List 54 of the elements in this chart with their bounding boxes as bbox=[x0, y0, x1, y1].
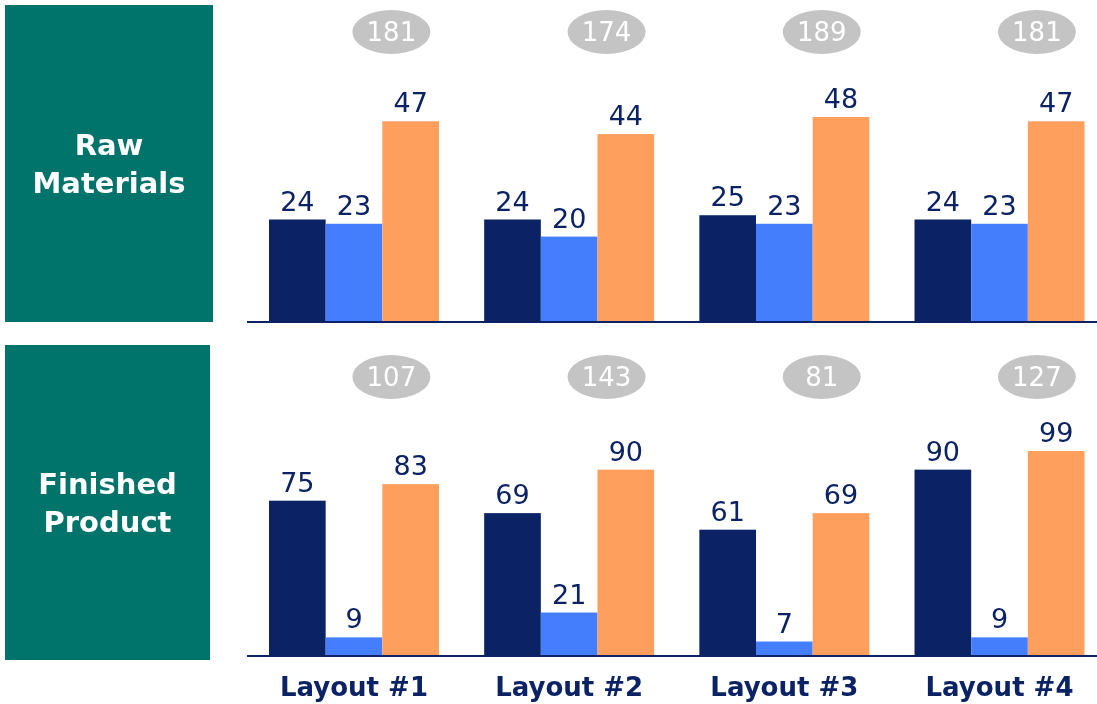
bar bbox=[1027, 121, 1085, 322]
data-label: 83 bbox=[393, 450, 428, 482]
bar bbox=[1027, 451, 1085, 656]
x-tick-label: Layout #2 bbox=[495, 672, 644, 702]
bar bbox=[756, 641, 813, 656]
data-label: 23 bbox=[982, 189, 1017, 221]
data-label: 9 bbox=[345, 603, 363, 635]
data-label: 23 bbox=[767, 189, 802, 221]
data-label: 90 bbox=[608, 435, 644, 467]
bar bbox=[597, 469, 655, 656]
bar bbox=[812, 117, 870, 322]
text: 107 bbox=[366, 362, 417, 392]
text: Raw Materials bbox=[32, 127, 186, 200]
data-label: 25 bbox=[710, 181, 745, 213]
data-label: 90 bbox=[925, 435, 961, 467]
bar bbox=[597, 134, 655, 322]
data-label: 69 bbox=[823, 479, 859, 511]
x-tick-label: Layout #3 bbox=[710, 672, 859, 702]
data-label: 24 bbox=[925, 185, 961, 217]
data-label: 69 bbox=[495, 479, 530, 511]
bar bbox=[540, 236, 598, 322]
data-label: 24 bbox=[495, 185, 530, 217]
bar bbox=[325, 223, 383, 322]
bar bbox=[756, 223, 813, 322]
data-label: 24 bbox=[280, 185, 315, 217]
data-label: 99 bbox=[1038, 417, 1074, 448]
bar bbox=[325, 637, 383, 656]
data-label: 61 bbox=[710, 495, 745, 527]
data-label: 20 bbox=[551, 202, 587, 234]
data-label: 23 bbox=[336, 189, 372, 221]
data-label: 44 bbox=[608, 100, 644, 132]
text: 189 bbox=[796, 17, 847, 47]
x-tick-label: Layout #1 bbox=[279, 672, 428, 702]
data-label: 75 bbox=[280, 466, 315, 498]
data-label: 21 bbox=[551, 578, 587, 610]
x-tick-label: Layout #4 bbox=[925, 672, 1074, 702]
data-label: 47 bbox=[393, 87, 428, 119]
bar bbox=[540, 612, 598, 656]
data-label: 47 bbox=[1038, 87, 1074, 119]
text: 174 bbox=[581, 17, 632, 47]
data-label: 9 bbox=[990, 603, 1009, 635]
bar bbox=[971, 223, 1028, 322]
text: 181 bbox=[1012, 17, 1062, 47]
data-label: 7 bbox=[775, 607, 793, 639]
bar bbox=[382, 484, 439, 656]
bar bbox=[382, 121, 439, 322]
text: 81 bbox=[805, 362, 839, 392]
text: Finished Product bbox=[38, 466, 177, 539]
bar bbox=[812, 513, 870, 656]
text: 181 bbox=[366, 17, 417, 47]
data-label: 48 bbox=[823, 83, 859, 114]
text: 143 bbox=[581, 362, 632, 392]
text: 127 bbox=[1012, 362, 1062, 392]
bar bbox=[971, 637, 1028, 656]
